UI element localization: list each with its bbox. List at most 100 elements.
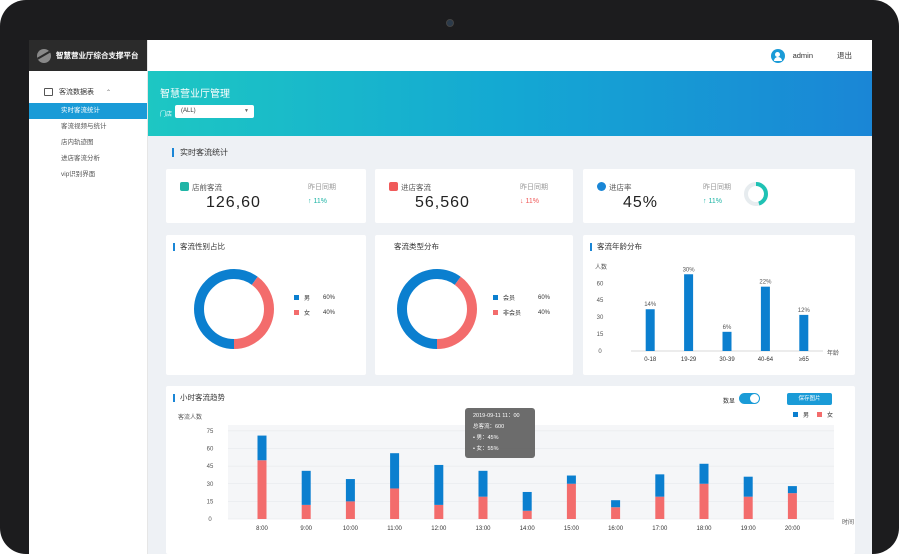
tooltip-line: 2019-09-11 11：00 bbox=[473, 413, 520, 419]
stat-label: 进店率 bbox=[609, 183, 632, 192]
y-tick-label: 30 bbox=[207, 482, 214, 488]
x-axis-label: 年龄 bbox=[827, 349, 839, 357]
card-title: 小时客流趋势 bbox=[173, 394, 225, 402]
stat-compare-label: 昨日同期 bbox=[308, 184, 336, 191]
bar-data-label: 12% bbox=[798, 308, 811, 314]
sidebar-group-traffic[interactable]: 客流数据表 ⌃ bbox=[29, 81, 147, 103]
bar-男-12:00 bbox=[434, 464, 444, 505]
bar-男-19:00 bbox=[743, 476, 753, 497]
sidebar-item-realtime[interactable]: 实时客流统计 bbox=[29, 103, 147, 119]
stat-card-entered: 进店客流 56,560 昨日同期 ↓ 11% bbox=[375, 169, 573, 223]
sidebar-item-vip[interactable]: vip识别界面 bbox=[61, 171, 96, 178]
x-tick-label: 30-39 bbox=[719, 357, 735, 363]
chevron-up-icon: ⌃ bbox=[106, 89, 112, 96]
bar-男-8:00 bbox=[257, 435, 267, 461]
stat-value: 45% bbox=[623, 194, 659, 211]
logout-link[interactable]: 退出 bbox=[837, 51, 852, 60]
stat-trend: ↓ 11% bbox=[520, 198, 539, 205]
stat-compare-label: 昨日同期 bbox=[520, 184, 548, 191]
sidebar-group-label: 客流数据表 bbox=[59, 89, 94, 96]
bar-女-12:00 bbox=[434, 504, 444, 519]
bar-男-11:00 bbox=[390, 453, 400, 489]
legend-female: 女 bbox=[817, 410, 833, 419]
legend-label: 会员 bbox=[503, 296, 516, 302]
x-tick-label: 40-64 bbox=[758, 357, 774, 363]
y-axis-label: 客流人数 bbox=[178, 413, 202, 421]
brand-title: 智慧营业厅综合支撑平台 bbox=[56, 51, 139, 60]
data-label-toggle-label: 数显 bbox=[723, 399, 736, 405]
legend-label: 男 bbox=[304, 296, 311, 302]
bar-男-17:00 bbox=[655, 474, 665, 497]
stat-card-storefront: 店前客流 126,60 昨日同期 ↑ 11% bbox=[166, 169, 366, 223]
legend-swatch bbox=[493, 295, 498, 300]
ring-arc bbox=[744, 182, 768, 206]
store-select[interactable]: (ALL) ▼ bbox=[175, 105, 254, 118]
x-tick-label: 15:00 bbox=[564, 526, 580, 532]
age-bar-19-29 bbox=[684, 274, 694, 351]
legend-non-member: 非会员 40% bbox=[493, 308, 550, 317]
bar-男-20:00 bbox=[787, 486, 797, 494]
stat-label: 店前客流 bbox=[192, 183, 222, 192]
gender-donut-chart bbox=[194, 269, 274, 349]
x-tick-label: 19:00 bbox=[741, 526, 757, 532]
x-tick-label: 14:00 bbox=[520, 526, 536, 532]
x-axis-label: 时间 bbox=[842, 518, 854, 526]
bar-女-19:00 bbox=[743, 496, 753, 519]
bar-女-17:00 bbox=[655, 496, 665, 519]
y-tick-label: 60 bbox=[597, 281, 604, 287]
y-tick-label: 15 bbox=[207, 499, 214, 505]
y-tick-label: 30 bbox=[597, 315, 604, 321]
bar-男-15:00 bbox=[566, 475, 576, 484]
legend-male: 男 60% bbox=[294, 293, 335, 302]
sidebar-item-entry-analysis[interactable]: 进店客流分析 bbox=[61, 155, 100, 162]
sidebar-item-track-map[interactable]: 店内轨迹图 bbox=[61, 139, 94, 146]
x-tick-label: 10:00 bbox=[343, 526, 359, 532]
legend-swatch bbox=[294, 295, 299, 300]
donut-slice-女 bbox=[194, 269, 274, 349]
legend-label: 女 bbox=[304, 311, 311, 317]
section-title: 实时客流统计 bbox=[172, 148, 228, 157]
username[interactable]: admin bbox=[792, 51, 813, 60]
bar-女-18:00 bbox=[699, 483, 709, 519]
bar-男-13:00 bbox=[478, 470, 488, 497]
card-title: 客流类型分布 bbox=[394, 242, 439, 251]
chart-tooltip: 2019-09-11 11：00 总客流：600 • 男：45% • 女：55% bbox=[465, 408, 535, 458]
x-tick-label: 18:00 bbox=[696, 526, 712, 532]
age-bar-≥65 bbox=[799, 314, 809, 351]
calendar-icon bbox=[44, 88, 53, 96]
screen: 智慧营业厅综合支撑平台 客流数据表 ⌃ 实时客流统计 客流视频与统计 店内轨迹图… bbox=[29, 40, 872, 554]
brand-bar: 智慧营业厅综合支撑平台 bbox=[29, 40, 147, 71]
sidebar-item-video-stats[interactable]: 客流视频与统计 bbox=[61, 123, 107, 130]
bar-男-9:00 bbox=[301, 470, 311, 505]
y-tick-label: 0 bbox=[598, 349, 602, 355]
pie-icon bbox=[597, 182, 606, 191]
user-avatar-icon[interactable] bbox=[770, 48, 785, 63]
bar-男-14:00 bbox=[522, 491, 532, 511]
x-tick-label: 20:00 bbox=[785, 526, 801, 532]
bar-data-label: 30% bbox=[683, 267, 696, 273]
legend-swatch bbox=[493, 310, 498, 315]
y-tick-label: 45 bbox=[207, 464, 214, 470]
stat-trend: ↑ 11% bbox=[308, 198, 327, 205]
stat-trend: ↑ 11% bbox=[703, 198, 722, 205]
bar-data-label: 22% bbox=[759, 280, 772, 286]
y-axis-label: 人数 bbox=[595, 263, 607, 271]
bar-女-9:00 bbox=[301, 504, 311, 519]
bar-女-15:00 bbox=[566, 483, 576, 519]
bar-女-20:00 bbox=[787, 493, 797, 519]
y-tick-label: 75 bbox=[207, 429, 214, 435]
bar-女-16:00 bbox=[611, 507, 621, 519]
data-label-toggle[interactable] bbox=[739, 393, 760, 404]
stat-value: 56,560 bbox=[415, 194, 470, 211]
save-image-button[interactable]: 保存图片 bbox=[787, 393, 832, 405]
x-tick-label: 13:00 bbox=[475, 526, 491, 532]
bar-男-10:00 bbox=[345, 479, 355, 502]
legend-value: 40% bbox=[538, 309, 551, 316]
x-tick-label: 17:00 bbox=[652, 526, 668, 532]
store-icon bbox=[180, 182, 189, 191]
legend-value: 60% bbox=[323, 294, 336, 301]
bar-女-11:00 bbox=[390, 488, 400, 519]
legend-swatch bbox=[793, 412, 798, 417]
type-donut-chart bbox=[397, 269, 477, 349]
